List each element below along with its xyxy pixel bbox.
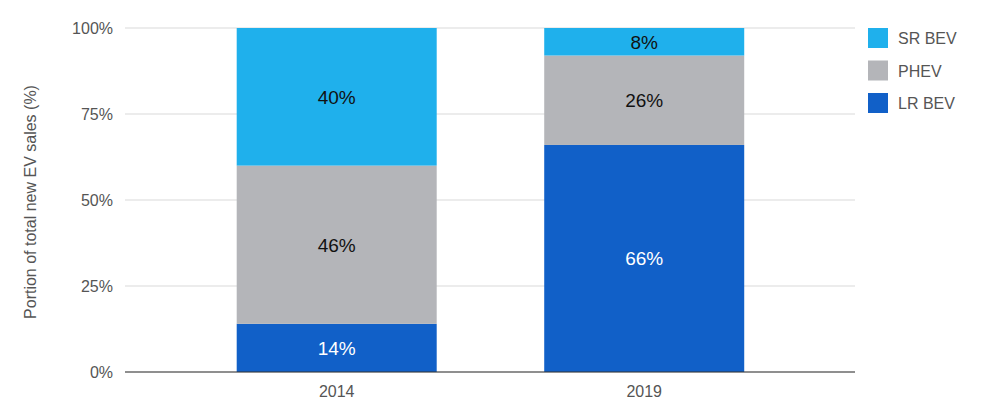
x-tick-label: 2019 — [626, 383, 662, 400]
data-label: 46% — [318, 235, 356, 256]
grid-line — [125, 286, 855, 287]
legend-label: PHEV — [898, 63, 942, 80]
chart-svg: 0% 25% 50% 75% 100% 14% 46% 40% 66% 26% 8% 2014 2019… — [0, 0, 998, 420]
bar-segment — [237, 166, 437, 324]
y-tick-label: 100% — [72, 20, 113, 37]
y-axis-label: Portion of total new EV sales (%) — [22, 85, 39, 319]
bar-segment — [237, 324, 437, 372]
legend: SR BEV PHEV LR BEV — [868, 28, 957, 113]
legend-swatch — [868, 93, 888, 113]
grid — [125, 28, 855, 372]
x-axis-line — [125, 371, 855, 372]
data-label: 26% — [625, 90, 663, 111]
bars — [237, 28, 745, 372]
y-axis-line — [125, 28, 126, 372]
bar-segment — [544, 28, 744, 56]
legend-label: LR BEV — [898, 95, 955, 112]
grid-line — [125, 372, 855, 373]
x-tick-label: 2014 — [319, 383, 355, 400]
data-label: 40% — [318, 87, 356, 108]
bar-segment — [237, 28, 437, 166]
data-label: 14% — [318, 338, 356, 359]
bar-segment — [544, 145, 744, 372]
legend-swatch — [868, 61, 888, 81]
legend-label: SR BEV — [898, 30, 957, 47]
y-tick-label: 0% — [90, 364, 113, 381]
bar-segment — [544, 56, 744, 145]
chart-container: 0% 25% 50% 75% 100% 14% 46% 40% 66% 26% 8% 2014 2019… — [0, 0, 998, 420]
y-tick-label: 25% — [81, 278, 113, 295]
data-label: 66% — [625, 248, 663, 269]
legend-swatch — [868, 28, 888, 48]
grid-line — [125, 114, 855, 115]
data-label: 8% — [630, 32, 658, 53]
y-tick-label: 75% — [81, 106, 113, 123]
grid-line — [125, 28, 855, 29]
grid-line — [125, 200, 855, 201]
y-tick-label: 50% — [81, 192, 113, 209]
data-labels: 14% 46% 40% 66% 26% 8% — [318, 32, 664, 359]
